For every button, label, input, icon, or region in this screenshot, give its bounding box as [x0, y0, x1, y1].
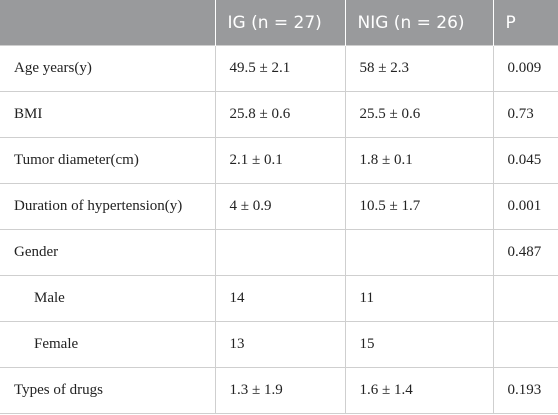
table-cell: 14	[214, 275, 346, 322]
table-cell	[214, 229, 346, 276]
table-cell	[344, 229, 494, 276]
row-label: Age years(y)	[0, 45, 216, 92]
table-cell: 25.5 ± 0.6	[344, 91, 494, 138]
header-cell: IG (n = 27)	[215, 0, 346, 46]
table-cell: 0.193	[492, 367, 558, 414]
table-cell	[492, 321, 558, 368]
table-cell: 58 ± 2.3	[344, 45, 494, 92]
header-cell: P	[493, 0, 558, 46]
table-row: Male 14 11	[0, 275, 558, 322]
table-cell: 15	[344, 321, 494, 368]
table-row: Duration of hypertension(y) 4 ± 0.9 10.5 ±…	[0, 183, 558, 230]
table-cell: 0.009	[492, 45, 558, 92]
table-row: Gender 0.487	[0, 229, 558, 276]
table-row: BMI 25.8 ± 0.6 25.5 ± 0.6 0.73	[0, 91, 558, 138]
row-label: Duration of hypertension(y)	[0, 183, 216, 230]
row-label: BMI	[0, 91, 216, 138]
row-label: Gender	[0, 229, 216, 276]
table-cell: 13	[214, 321, 346, 368]
row-label: Male	[0, 275, 216, 322]
table-cell: 0.045	[492, 137, 558, 184]
row-label: Types of drugs	[0, 367, 216, 414]
table-cell: 1.8 ± 0.1	[344, 137, 494, 184]
table-cell: 25.8 ± 0.6	[214, 91, 346, 138]
header-row: IG (n = 27) NIG (n = 26) P	[0, 0, 558, 46]
table-cell: 11	[344, 275, 494, 322]
table-cell: 1.3 ± 1.9	[214, 367, 346, 414]
row-label: Tumor diameter(cm)	[0, 137, 216, 184]
table-cell: 2.1 ± 0.1	[214, 137, 346, 184]
table-row: Tumor diameter(cm) 2.1 ± 0.1 1.8 ± 0.1 0.04…	[0, 137, 558, 184]
table-cell: 0.487	[492, 229, 558, 276]
row-label: Female	[0, 321, 216, 368]
header-cell: NIG (n = 26)	[345, 0, 494, 46]
table-cell: 4 ± 0.9	[214, 183, 346, 230]
table-cell: 1.6 ± 1.4	[344, 367, 494, 414]
table-cell: 10.5 ± 1.7	[344, 183, 494, 230]
table-row: Types of drugs 1.3 ± 1.9 1.6 ± 1.4 0.193	[0, 367, 558, 414]
table-cell: 0.73	[492, 91, 558, 138]
table-cell: 49.5 ± 2.1	[214, 45, 346, 92]
header-cell	[0, 0, 216, 46]
table-body: Age years(y) 49.5 ± 2.1 58 ± 2.3 0.009 BMI 25…	[0, 45, 558, 414]
table-cell	[492, 275, 558, 322]
table-cell: 0.001	[492, 183, 558, 230]
table-row: Female 13 15	[0, 321, 558, 368]
table-row: Age years(y) 49.5 ± 2.1 58 ± 2.3 0.009	[0, 45, 558, 92]
